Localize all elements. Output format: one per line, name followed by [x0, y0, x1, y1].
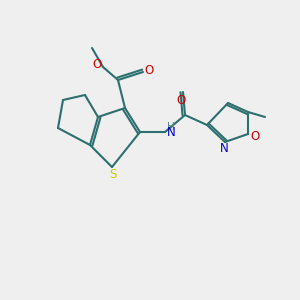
Text: O: O	[250, 130, 260, 143]
Text: O: O	[92, 58, 102, 71]
Text: N: N	[220, 142, 228, 155]
Text: O: O	[144, 64, 154, 77]
Text: S: S	[109, 167, 117, 181]
Text: N: N	[167, 125, 176, 139]
Text: O: O	[176, 94, 186, 106]
Text: H: H	[167, 122, 175, 132]
